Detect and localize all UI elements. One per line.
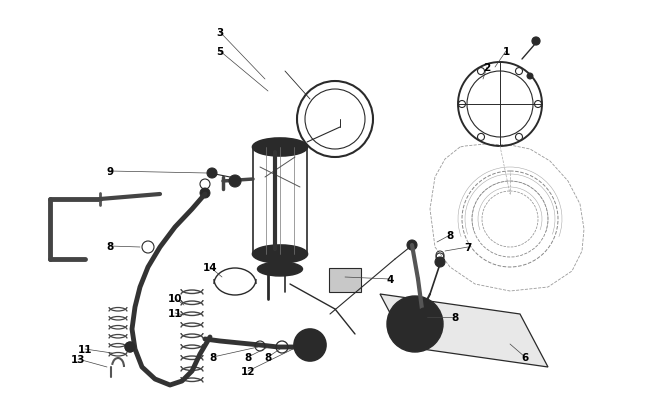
Circle shape [229, 175, 241, 188]
Text: 11: 11 [168, 308, 182, 318]
Text: 12: 12 [240, 366, 255, 376]
Circle shape [407, 241, 417, 250]
Circle shape [294, 329, 326, 361]
Circle shape [527, 74, 533, 80]
Text: 11: 11 [78, 344, 92, 354]
Circle shape [419, 308, 429, 318]
Ellipse shape [252, 245, 307, 263]
Circle shape [435, 257, 445, 267]
Ellipse shape [257, 262, 302, 276]
Text: 8: 8 [451, 312, 459, 322]
Circle shape [532, 38, 540, 46]
Text: 7: 7 [464, 243, 472, 252]
Text: 8: 8 [447, 230, 454, 241]
Text: 14: 14 [203, 262, 217, 272]
Circle shape [125, 342, 135, 352]
Circle shape [409, 318, 421, 330]
Text: 8: 8 [107, 241, 114, 252]
Circle shape [200, 189, 210, 198]
Ellipse shape [252, 139, 307, 157]
Circle shape [207, 168, 217, 179]
Text: 1: 1 [502, 47, 510, 57]
Text: 10: 10 [168, 293, 182, 303]
Text: 3: 3 [216, 28, 224, 38]
Text: 8: 8 [244, 352, 252, 362]
Text: 2: 2 [484, 63, 491, 73]
Text: 8: 8 [209, 352, 216, 362]
Text: 9: 9 [107, 166, 114, 177]
Text: 4: 4 [386, 274, 394, 284]
FancyBboxPatch shape [329, 269, 361, 292]
Text: 13: 13 [71, 354, 85, 364]
Text: 6: 6 [521, 352, 528, 362]
Polygon shape [380, 294, 548, 367]
Circle shape [387, 296, 443, 352]
Text: 5: 5 [216, 47, 224, 57]
Text: 8: 8 [265, 352, 272, 362]
